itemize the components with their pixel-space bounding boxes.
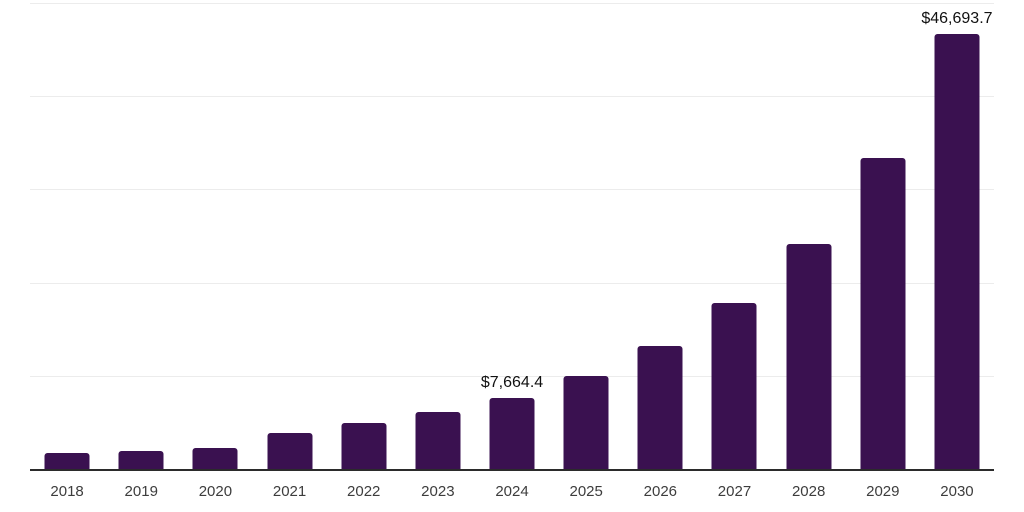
bar-slot xyxy=(549,3,623,469)
bar-2019 xyxy=(118,451,164,469)
bar-slot xyxy=(327,3,401,469)
plot-area: $7,664.4 $46,693.7 xyxy=(30,3,994,471)
x-tick-label-2020: 2020 xyxy=(198,483,233,500)
bar-slot: $46,693.7 xyxy=(920,3,994,469)
bar-slot xyxy=(30,3,104,469)
bar-2018 xyxy=(44,452,90,469)
x-tick-label-2024: 2024 xyxy=(495,483,529,500)
x-tick-label-2027: 2027 xyxy=(717,483,752,500)
bar-slot xyxy=(697,3,771,469)
bar-2029 xyxy=(860,157,906,469)
bar-value-label-2030: $46,693.7 xyxy=(921,9,993,27)
x-tick-label-2025: 2025 xyxy=(569,483,603,500)
bar-2020 xyxy=(192,448,238,469)
x-tick-label-2023: 2023 xyxy=(421,483,455,500)
bars-row: $7,664.4 $46,693.7 xyxy=(30,3,994,469)
x-tick-label-2022: 2022 xyxy=(347,483,381,500)
bar-2021 xyxy=(267,433,313,469)
x-tick-label-2018: 2018 xyxy=(50,483,84,500)
bar-2022 xyxy=(341,423,387,469)
bar-slot xyxy=(178,3,252,469)
x-tick-label-2019: 2019 xyxy=(124,483,158,500)
x-axis-labels: 2018 2019 2020 2021 2022 2023 2024 2025 2026 2027… xyxy=(30,482,994,502)
bar-slot xyxy=(252,3,326,469)
bar-slot xyxy=(401,3,475,469)
bar-2027 xyxy=(711,302,757,469)
x-tick-label-2021: 2021 xyxy=(272,483,307,500)
bar-2028 xyxy=(786,244,832,469)
bar-2024 xyxy=(489,397,535,469)
bar-2026 xyxy=(637,345,683,469)
x-tick-label-2026: 2026 xyxy=(643,483,678,500)
x-tick-label-2030: 2030 xyxy=(940,483,974,500)
x-tick-label-2029: 2029 xyxy=(866,483,900,500)
bar-slot xyxy=(772,3,846,469)
bar-slot xyxy=(104,3,178,469)
bar-2025 xyxy=(563,375,609,469)
bar-2023 xyxy=(415,412,461,469)
bar-2030 xyxy=(934,33,980,469)
bar-value-label-2024: $7,664.4 xyxy=(480,373,544,391)
x-tick-label-2028: 2028 xyxy=(791,483,826,500)
bar-slot: $7,664.4 xyxy=(475,3,549,469)
bar-slot xyxy=(623,3,697,469)
bar-slot xyxy=(846,3,920,469)
